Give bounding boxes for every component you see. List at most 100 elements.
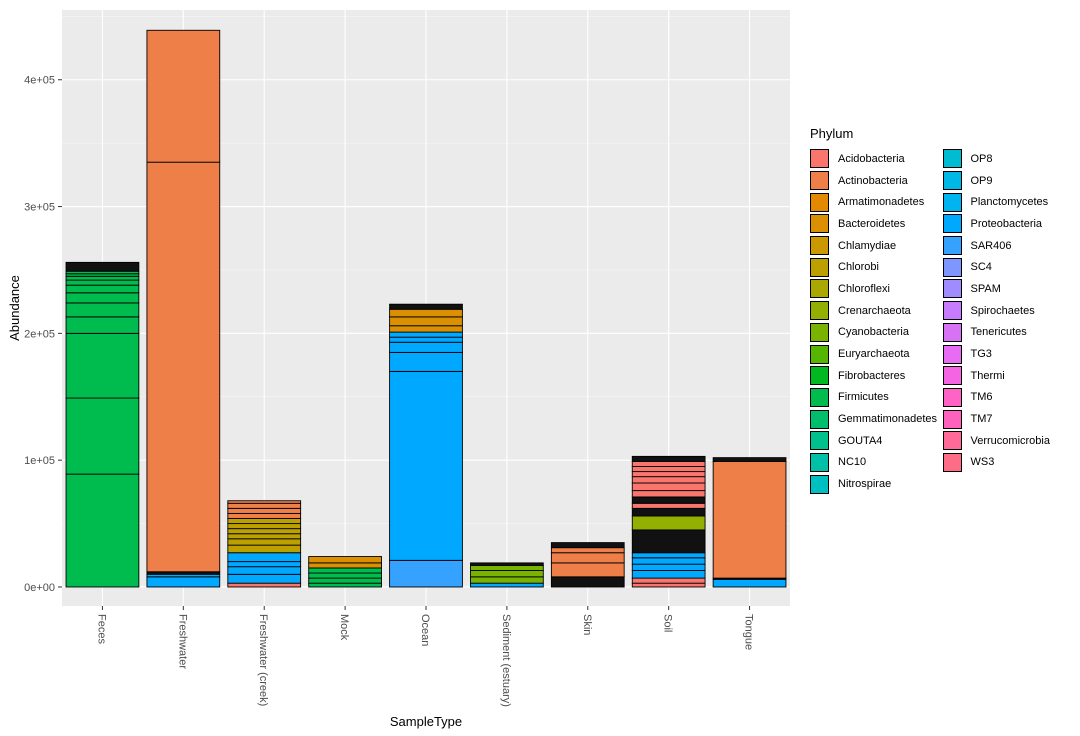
legend-label: SPAM xyxy=(970,282,1001,295)
legend-swatch xyxy=(810,192,829,212)
legend-label: SAR406 xyxy=(970,239,1012,252)
legend-item: Actinobacteria xyxy=(810,170,943,192)
legend-label: TG3 xyxy=(970,348,992,361)
bar-segment xyxy=(470,582,544,588)
bar-segment xyxy=(227,507,302,514)
legend-columns: Acidobacteria Actinobacteria Armatimonadet… xyxy=(810,148,1075,495)
bar-segment xyxy=(631,552,706,559)
legend-label: SC4 xyxy=(970,261,992,274)
bar-segment xyxy=(65,302,140,318)
legend-swatch xyxy=(810,279,829,299)
legend-label: OP9 xyxy=(970,174,993,187)
legend-label: Verrucomicrobia xyxy=(970,434,1050,447)
bar-segment xyxy=(470,570,544,578)
legend-item: SPAM xyxy=(942,278,1076,300)
legend-label: TM7 xyxy=(970,413,993,426)
x-tick-label: Sediment (estuary) xyxy=(500,614,512,707)
bar-segment xyxy=(631,582,706,588)
legend-item: Firmicutes xyxy=(810,387,943,409)
legend-label: Armatimonadetes xyxy=(838,196,925,209)
bar-segment xyxy=(227,538,302,546)
legend-label: Nitrospirae xyxy=(838,478,892,491)
bar-segment xyxy=(550,542,625,549)
legend-label: Bacteroidetes xyxy=(838,217,906,230)
bar-segment xyxy=(550,547,625,554)
x-tick-label: Ocean xyxy=(419,614,431,646)
bar-segment xyxy=(470,562,544,566)
legend-label: Gemmatimonadetes xyxy=(838,413,938,426)
legend-item: Crenarchaeota xyxy=(810,300,943,322)
bar-segment xyxy=(227,523,302,530)
legend-item: WS3 xyxy=(942,452,1076,474)
bar-segment xyxy=(712,457,787,462)
legend-label: Euryarchaeota xyxy=(838,348,910,361)
bar-segment xyxy=(65,332,140,399)
x-tick-label: Mock xyxy=(338,614,350,641)
bar-segment xyxy=(65,275,140,281)
bar-segment xyxy=(227,561,302,568)
legend-item: Euryarchaeota xyxy=(810,343,943,365)
bar-segment xyxy=(550,576,625,588)
legend-swatch xyxy=(942,344,962,364)
legend-swatch xyxy=(942,214,962,234)
legend-label: Spirochaetes xyxy=(970,304,1035,317)
legend-item: TM6 xyxy=(942,387,1076,409)
bar-segment xyxy=(631,563,706,571)
bar-segment xyxy=(389,316,463,327)
bar-segment xyxy=(227,512,302,519)
y-axis-title: Abundance xyxy=(7,275,22,341)
legend: Phylum Acidobacteria Actinobacteria Armati… xyxy=(810,126,1075,495)
legend-item: Nitrospirae xyxy=(810,473,943,495)
legend-item: Tenericutes xyxy=(942,322,1076,344)
legend-item: Fibrobacteres xyxy=(810,365,943,387)
legend-swatch xyxy=(810,387,829,407)
legend-item: Cyanobacteria xyxy=(810,322,943,344)
legend-swatch xyxy=(810,149,829,169)
bar-segment xyxy=(308,556,382,564)
bar-segment xyxy=(227,518,302,525)
bar-segment xyxy=(631,476,706,484)
legend-label: Cyanobacteria xyxy=(838,326,909,339)
legend-label: TM6 xyxy=(970,391,993,404)
legend-item: OP8 xyxy=(942,148,1076,170)
bar-segment xyxy=(631,577,706,584)
legend-swatch xyxy=(942,366,962,386)
bar-segment xyxy=(550,562,625,578)
legend-column-2: OP8 OP9 Planctomycetes Proteobacteria SAR406… xyxy=(942,148,1076,495)
bar-segment xyxy=(389,351,463,372)
bar-segment xyxy=(631,490,706,498)
legend-label: Proteobacteria xyxy=(970,217,1043,230)
legend-item: Spirochaetes xyxy=(942,300,1076,322)
bar-segment xyxy=(631,471,706,478)
x-tick-label: Freshwater xyxy=(176,614,188,669)
legend-item: Bacteroidetes xyxy=(810,213,943,235)
bar-segment xyxy=(146,576,221,588)
y-tick-label: 0e+00 xyxy=(24,582,55,594)
legend-swatch xyxy=(810,366,829,386)
legend-label: Chloroflexi xyxy=(838,282,890,295)
bar-segment xyxy=(65,284,140,294)
bar-segment xyxy=(389,559,463,588)
bar-segment xyxy=(631,515,706,531)
x-tick-label: Skin xyxy=(581,614,593,635)
bar-segment xyxy=(65,292,140,304)
legend-item: Verrucomicrobia xyxy=(942,430,1076,452)
bar-segment xyxy=(631,482,706,492)
legend-swatch xyxy=(942,192,962,212)
legend-item: Proteobacteria xyxy=(942,213,1076,235)
legend-swatch xyxy=(942,149,962,169)
legend-swatch xyxy=(942,322,962,342)
bar-segment xyxy=(631,502,706,509)
bar-segment xyxy=(389,336,463,343)
x-axis-ticks: Feces Freshwater Freshwater (creek) Mock Oce… xyxy=(95,606,755,707)
bar-segment xyxy=(389,325,463,333)
legend-label: Thermi xyxy=(970,369,1005,382)
bar-segment xyxy=(227,552,302,563)
bar-segment xyxy=(227,533,302,540)
legend-item: TG3 xyxy=(942,343,1076,365)
legend-label: Chlorobi xyxy=(838,261,879,274)
y-tick-label: 4e+05 xyxy=(24,75,55,87)
bar-segment xyxy=(308,562,382,569)
bar-segment xyxy=(631,496,706,504)
legend-label: Planctomycetes xyxy=(970,196,1049,209)
